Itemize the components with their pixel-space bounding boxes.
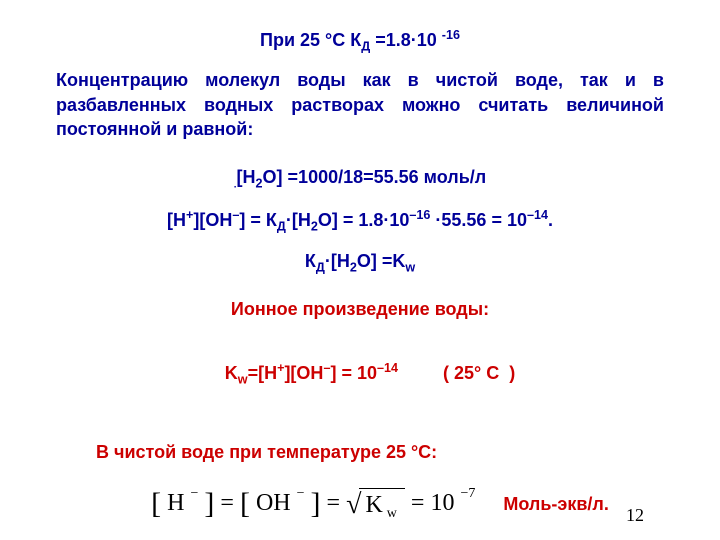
t: ( 25° С ): [398, 363, 515, 383]
t: H: [167, 490, 184, 517]
t: O] =1000/18=55.56 моль/л: [263, 167, 487, 187]
bracket-icon: [: [151, 489, 161, 519]
equals-icon: =: [220, 490, 234, 517]
sqrt-icon: √ K w: [346, 488, 405, 519]
heading-kd: При 25 °С КД =1.8·10 -16: [56, 28, 664, 52]
t: ][OH: [193, 210, 232, 230]
eq-h2o: .[H2O] =1000/18=55.56 моль/л: [56, 165, 664, 192]
slide: При 25 °С КД =1.8·10 -16 Концентрацию мо…: [0, 0, 720, 540]
bracket-icon: ]: [204, 489, 214, 519]
t: w: [387, 506, 397, 522]
heading-ionic-product: Ионное произведение воды:: [56, 297, 664, 321]
bracket-icon: ]: [311, 489, 321, 519]
t: K: [365, 492, 382, 519]
heading-pure-water: В чистой воде при температуре 25 °С:: [56, 440, 664, 464]
t: Д: [277, 220, 286, 234]
t: ·55.56 = 10: [430, 210, 527, 230]
t: w: [238, 373, 248, 387]
t: Д: [316, 260, 325, 274]
page-number: 12: [626, 505, 644, 526]
t: Д: [361, 40, 370, 54]
eq-kw-value: Kw=[H+][OH–] = 10–14 ( 25° С ): [56, 337, 664, 410]
t: 2: [256, 177, 263, 191]
t: ] = 10: [330, 363, 377, 383]
t: [H: [237, 167, 256, 187]
t: ·[H: [325, 251, 350, 271]
t: К: [305, 251, 316, 271]
label-mol-eqv: Моль-экв/л.: [503, 492, 609, 516]
t: −: [297, 486, 305, 502]
equals-icon: =: [411, 490, 425, 517]
t: ] = К: [239, 210, 277, 230]
t: 10: [430, 490, 454, 517]
t: w: [405, 260, 415, 274]
t: -16: [442, 28, 460, 42]
formula-h-oh-kw: [ H − ] = [ OH − ] = √ K w = 10 −7: [151, 488, 475, 519]
t: −7: [460, 486, 475, 502]
t: K: [225, 363, 238, 383]
t: ·[H: [286, 210, 311, 230]
paragraph-concentration: Концентрацию молекул воды как в чистой в…: [56, 68, 664, 141]
t: –16: [409, 208, 430, 222]
t: –14: [377, 361, 398, 375]
formula-row: [ H − ] = [ OH − ] = √ K w = 10 −7 Моль-…: [56, 488, 664, 519]
t: O] = 1.8·10: [318, 210, 410, 230]
t: [H: [167, 210, 186, 230]
bracket-icon: [: [240, 489, 250, 519]
eq-kw-def: КД·[H2O] =Kw: [56, 249, 664, 273]
t: =[H: [248, 363, 278, 383]
t: .: [548, 210, 553, 230]
t: 2: [311, 220, 318, 234]
t: −: [190, 486, 198, 502]
eq-product: [H+][OH–] = КД·[H2O] = 1.8·10–16 ·55.56 …: [56, 208, 664, 232]
t: ][OH: [284, 363, 323, 383]
t: При 25 °С К: [260, 30, 361, 50]
equals-icon: =: [327, 490, 341, 517]
t: =1.8·10: [370, 30, 442, 50]
t: OH: [256, 490, 291, 517]
t: O] =K: [357, 251, 406, 271]
t: –14: [527, 208, 548, 222]
t: 2: [350, 260, 357, 274]
